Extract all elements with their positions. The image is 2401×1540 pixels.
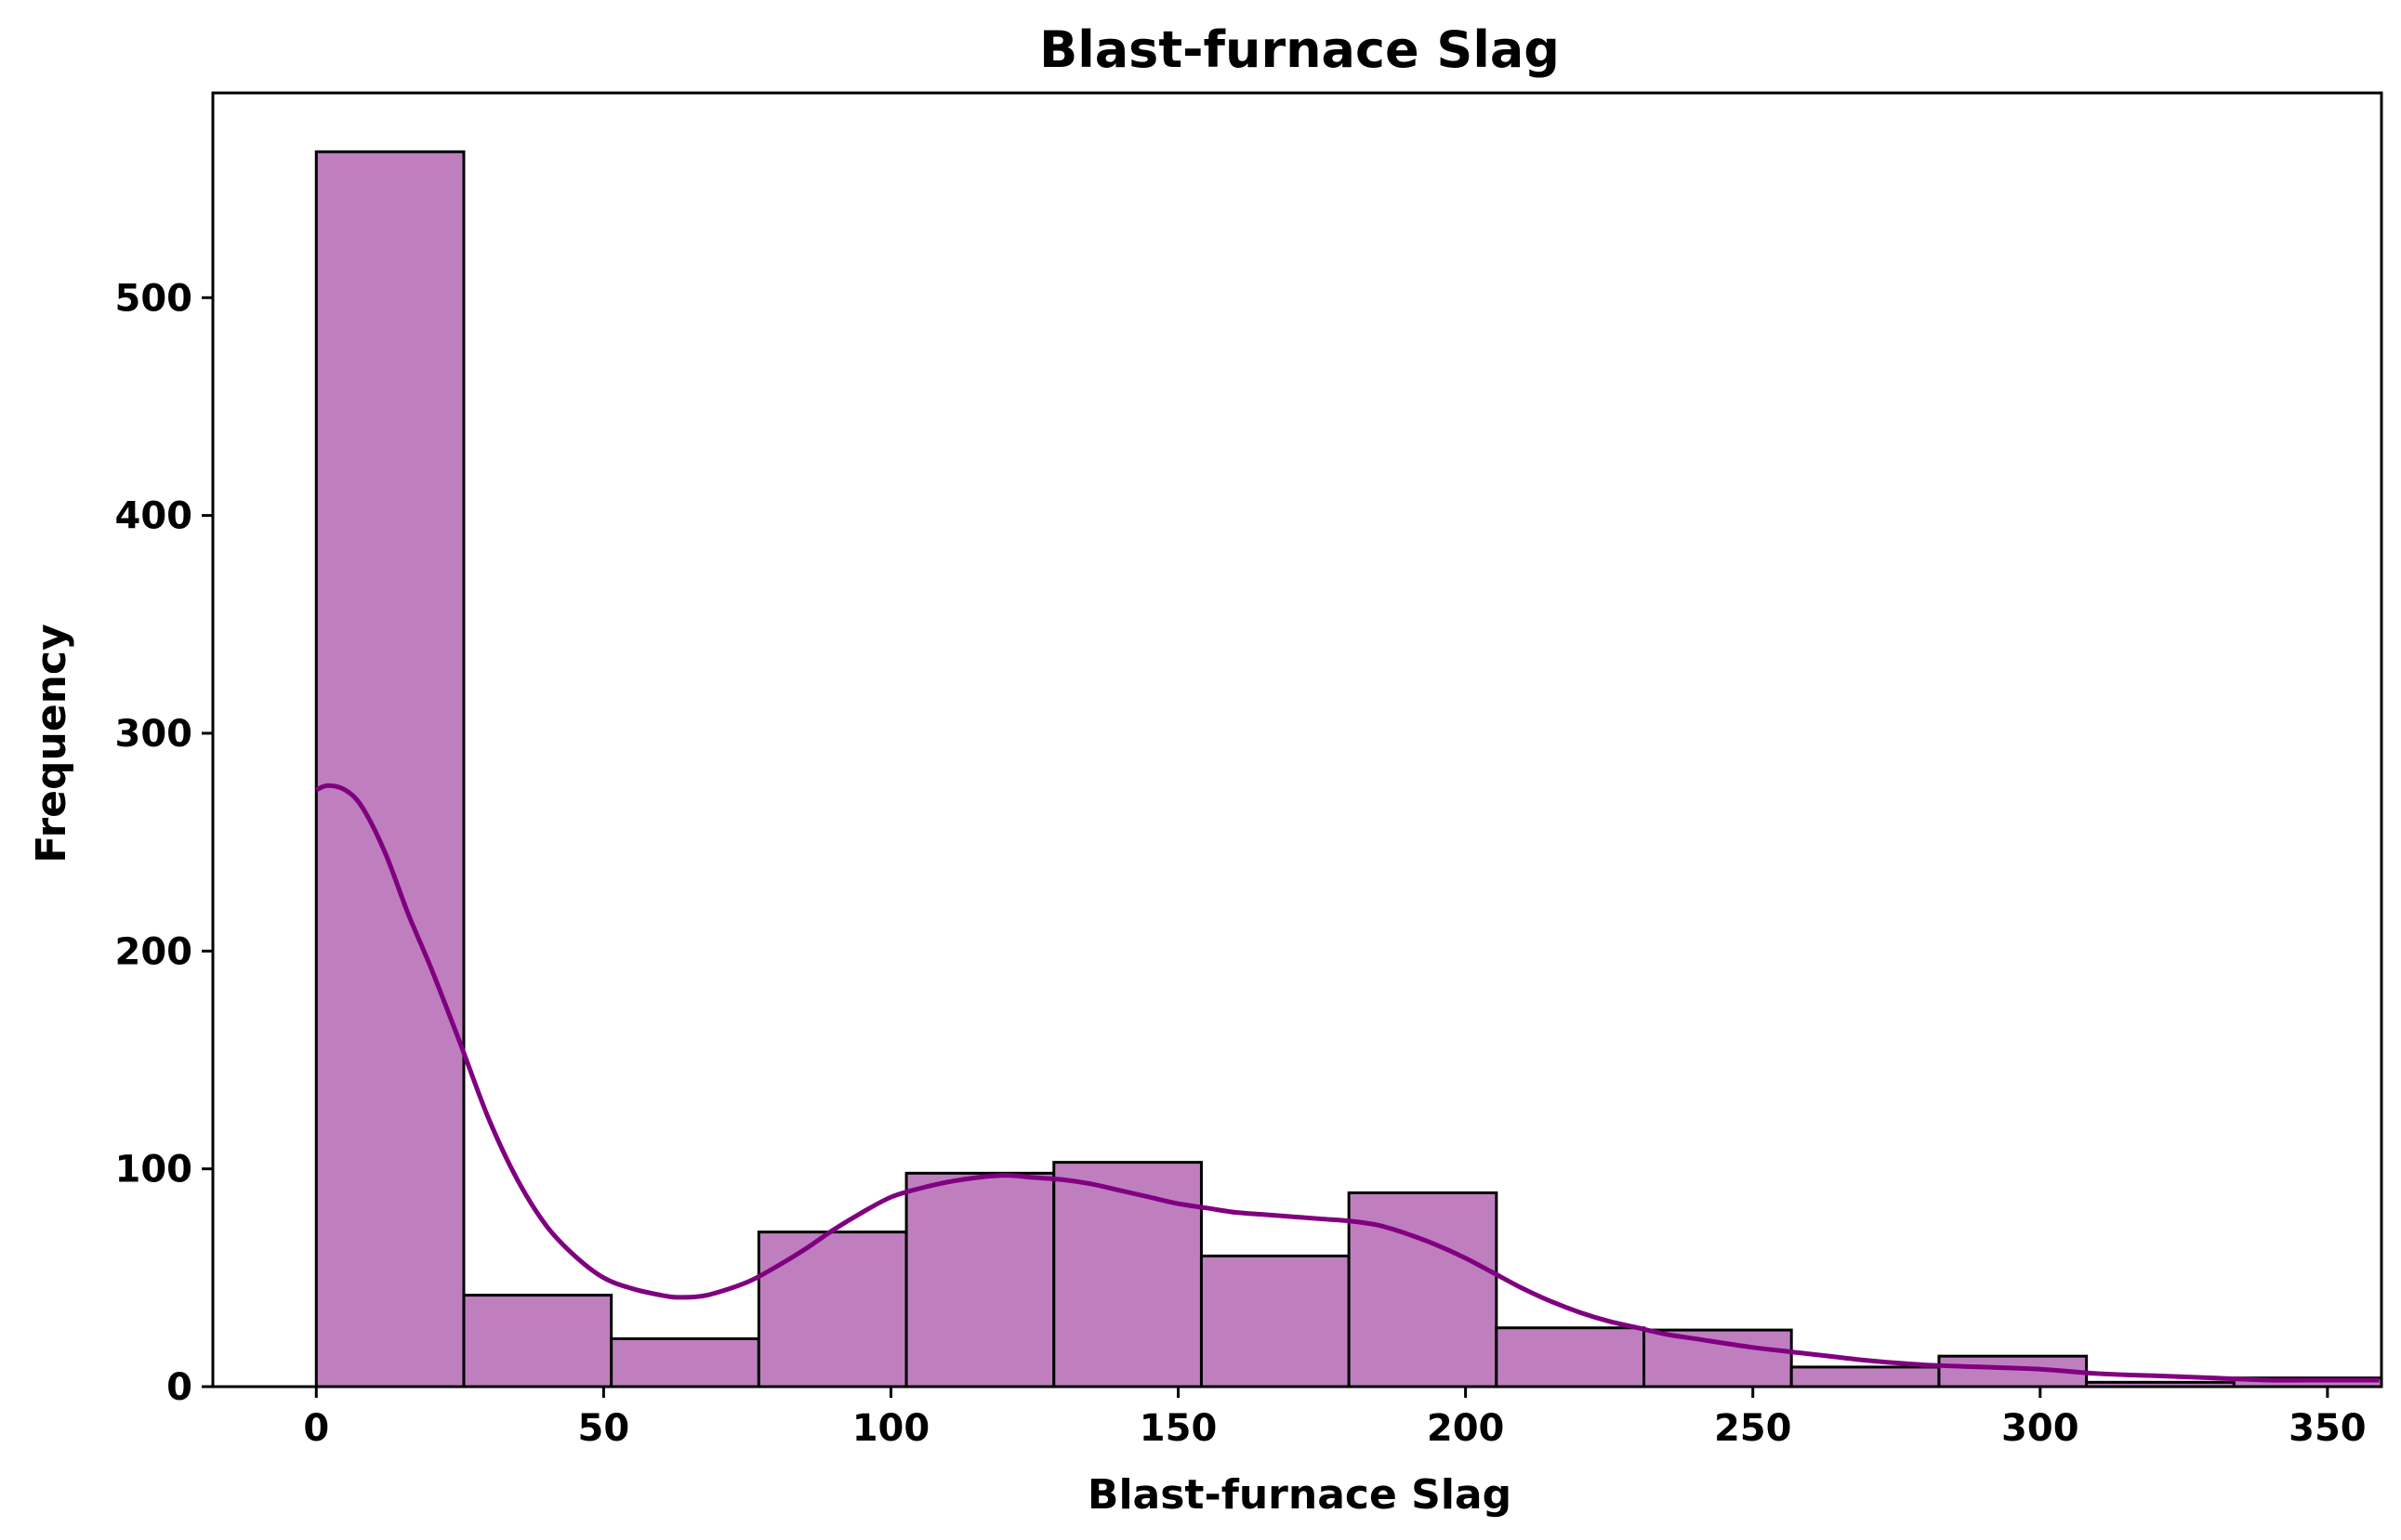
x-tick-label-100: 100 [852, 1407, 930, 1450]
y-tick-label-0: 0 [166, 1366, 192, 1409]
bars-group [314, 150, 2383, 1389]
x-axis-title: Blast-furnace Slag [1088, 1471, 1511, 1519]
histogram-bar-0 [314, 150, 466, 1389]
histogram-bar-10 [1789, 1365, 1941, 1389]
x-tick-label-50: 50 [578, 1407, 630, 1450]
x-tick-label-350: 350 [2289, 1407, 2367, 1450]
histogram-bar-1 [462, 1294, 613, 1389]
histogram-bar-3 [757, 1231, 908, 1389]
x-tick-label-300: 300 [2001, 1407, 2079, 1450]
y-tick-label-200: 200 [115, 930, 193, 973]
y-axis-title: Frequency [28, 624, 75, 863]
y-tick-label-500: 500 [115, 277, 193, 320]
y-tick-label-400: 400 [115, 495, 193, 538]
x-tick-label-200: 200 [1427, 1407, 1505, 1450]
x-axis-ticks: 0 50 100 150 200 250 300 350 [303, 1387, 2367, 1450]
y-tick-label-100: 100 [115, 1149, 193, 1191]
plot-frame [211, 91, 2383, 1389]
histogram-bar-8 [1495, 1326, 1646, 1389]
kde-curve [315, 783, 2380, 1383]
y-tick-label-300: 300 [115, 713, 193, 756]
histogram-bar-6 [1199, 1254, 1351, 1389]
x-tick-label-250: 250 [1714, 1407, 1792, 1450]
histogram-bar-9 [1642, 1328, 1793, 1389]
histogram-bar-5 [1052, 1161, 1203, 1389]
x-tick-label-0: 0 [303, 1407, 329, 1450]
histogram-bar-2 [610, 1336, 760, 1389]
y-axis-ticks: 0 100 200 300 400 500 [115, 277, 213, 1409]
histogram-bar-4 [904, 1171, 1056, 1389]
x-tick-label-150: 150 [1140, 1407, 1218, 1450]
chart-title: Blast-furnace Slag [1039, 20, 1560, 79]
